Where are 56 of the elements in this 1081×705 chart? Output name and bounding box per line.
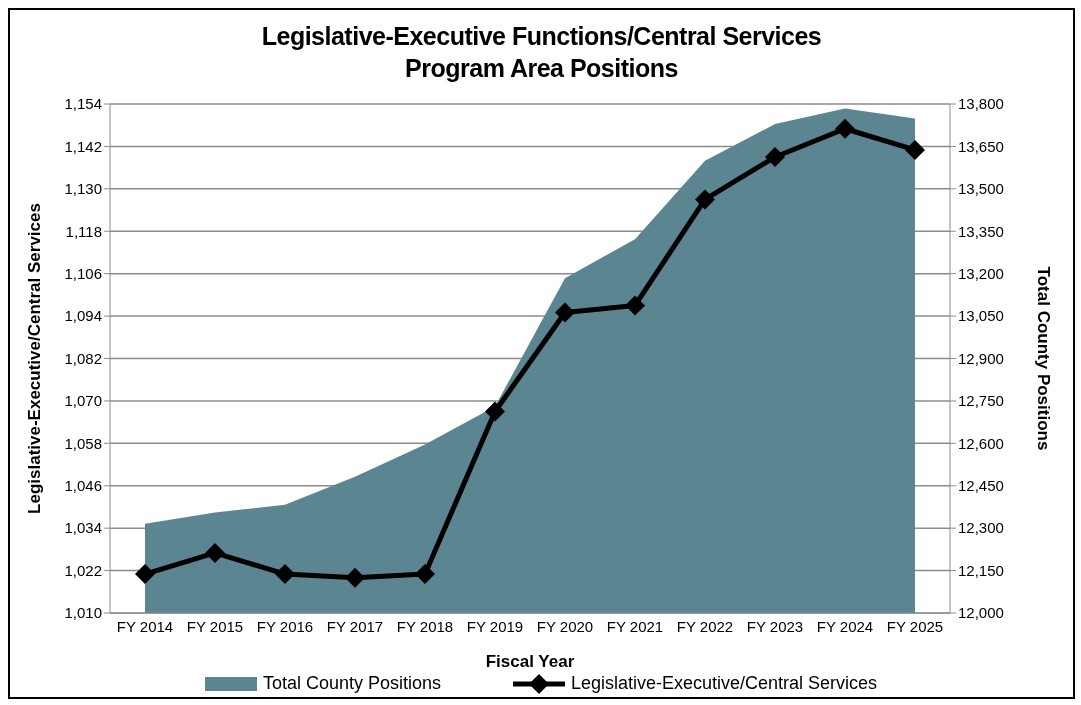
- x-tick-label: FY 2021: [606, 617, 664, 635]
- point: [695, 189, 715, 210]
- x-axis-title: Fiscal Year: [485, 652, 575, 671]
- point: [135, 564, 155, 585]
- point: [345, 567, 365, 588]
- point: [205, 542, 225, 563]
- y2-tick-label: 13,050: [958, 307, 1004, 325]
- point: [485, 401, 505, 422]
- y2-tick-label: 12,300: [958, 519, 1004, 537]
- y-tick-label: 1,046: [64, 477, 102, 495]
- y-tick-label: 1,022: [64, 561, 102, 579]
- x-tick-label: FY 2024: [816, 617, 874, 635]
- y-tick-label: 1,142: [64, 137, 102, 155]
- y-tick-label: 1,106: [64, 264, 102, 282]
- y2-tick-label: 13,500: [958, 180, 1004, 198]
- x-tick-label: FY 2014: [116, 617, 174, 635]
- y2-tick-label: 13,800: [958, 95, 1004, 113]
- x-tick-label: FY 2016: [256, 617, 314, 635]
- point: [765, 147, 785, 168]
- y-tick-label: 1,118: [65, 222, 102, 240]
- y2-tick-label: 12,450: [958, 477, 1004, 495]
- y-tick-label: 1,154: [64, 95, 102, 113]
- y2-axis-title: Total County Positions: [1033, 266, 1053, 451]
- point: [625, 295, 645, 316]
- y-tick-label: 1,094: [64, 307, 102, 325]
- y2-tick-label: 13,650: [958, 137, 1004, 155]
- y-tick-label: 1,130: [64, 180, 102, 198]
- point: [555, 302, 575, 323]
- y-tick-label: 1,058: [64, 434, 102, 452]
- y-tick-label: 1,082: [64, 349, 102, 367]
- y2-tick-label: 12,750: [958, 392, 1004, 410]
- x-tick-label: FY 2023: [746, 617, 804, 635]
- x-tick-label: FY 2015: [186, 617, 244, 635]
- point: [905, 139, 925, 160]
- y2-tick-label: 13,200: [958, 264, 1004, 282]
- point: [835, 118, 855, 139]
- y2-tick-label: 12,150: [958, 561, 1004, 579]
- y2-tick-label: 12,000: [958, 604, 1004, 622]
- x-tick-label: FY 2019: [466, 617, 524, 635]
- x-tick-label: FY 2017: [326, 617, 384, 635]
- x-tick-label: FY 2025: [886, 617, 944, 635]
- chart-title: Legislative-Executive Functions/Central Services Program Area Positions: [260, 21, 823, 84]
- y-axis-title: Legislative-Executive/Central Services: [25, 203, 45, 514]
- y2-tick-label: 12,600: [958, 434, 1004, 452]
- x-tick-label: FY 2022: [676, 617, 734, 635]
- x-tick-label: FY 2018: [396, 617, 454, 635]
- x-tick-label: FY 2020: [536, 617, 594, 635]
- legend-label: Legislative-Executive/Central Services: [570, 673, 878, 694]
- point: [275, 564, 295, 585]
- y-tick-label: 1,034: [64, 519, 102, 537]
- y-tick-label: 1,070: [64, 392, 102, 410]
- y2-tick-label: 13,350: [958, 222, 1004, 240]
- y2-tick-label: 12,900: [958, 349, 1004, 367]
- legend-label: Total County Positions: [262, 673, 441, 694]
- y-tick-label: 1,010: [64, 604, 102, 622]
- point: [415, 564, 435, 585]
